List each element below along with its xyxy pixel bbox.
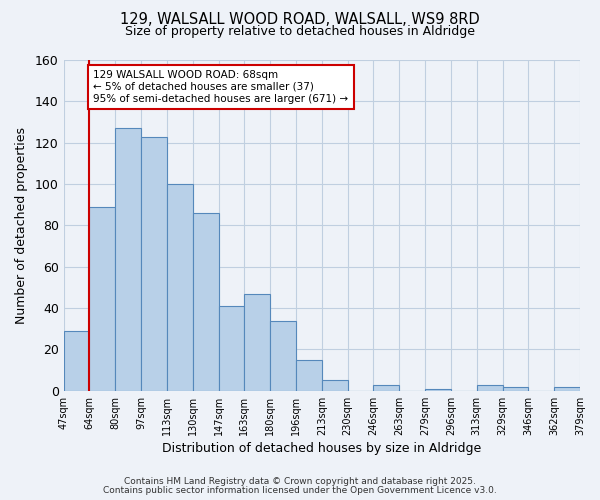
Bar [322, 380, 347, 391]
Bar [64, 331, 89, 391]
Text: 129, WALSALL WOOD ROAD, WALSALL, WS9 8RD: 129, WALSALL WOOD ROAD, WALSALL, WS9 8RD [120, 12, 480, 28]
Text: 129 WALSALL WOOD ROAD: 68sqm
← 5% of detached houses are smaller (37)
95% of sem: 129 WALSALL WOOD ROAD: 68sqm ← 5% of det… [94, 70, 349, 104]
Bar [244, 294, 270, 391]
Bar [373, 384, 399, 391]
Text: Size of property relative to detached houses in Aldridge: Size of property relative to detached ho… [125, 25, 475, 38]
Bar [115, 128, 141, 391]
Y-axis label: Number of detached properties: Number of detached properties [15, 127, 28, 324]
Bar [503, 386, 529, 391]
Bar [89, 207, 115, 391]
Bar [270, 320, 296, 391]
Bar [296, 360, 322, 391]
X-axis label: Distribution of detached houses by size in Aldridge: Distribution of detached houses by size … [162, 442, 481, 455]
Bar [554, 386, 580, 391]
Bar [167, 184, 193, 391]
Text: Contains public sector information licensed under the Open Government Licence v3: Contains public sector information licen… [103, 486, 497, 495]
Text: Contains HM Land Registry data © Crown copyright and database right 2025.: Contains HM Land Registry data © Crown c… [124, 477, 476, 486]
Bar [425, 389, 451, 391]
Bar [141, 136, 167, 391]
Bar [218, 306, 244, 391]
Bar [477, 384, 503, 391]
Bar [193, 213, 218, 391]
